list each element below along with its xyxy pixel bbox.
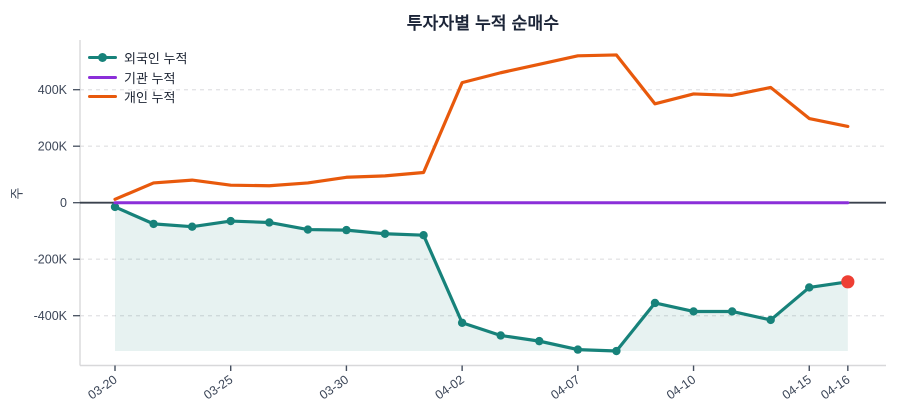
y-tick-label: -200K (34, 253, 68, 267)
x-tick-label: 03-20 (85, 372, 119, 402)
y-tick-label: 400K (38, 83, 68, 97)
foreign-point[interactable] (110, 202, 120, 212)
x-tick-label: 04-16 (818, 372, 852, 402)
foreign-point[interactable] (380, 229, 390, 238)
foreign-point[interactable] (187, 222, 197, 231)
foreign-line-swatch-icon (88, 49, 117, 66)
foreign-point[interactable] (265, 218, 274, 227)
foreign-point[interactable] (457, 318, 467, 327)
foreign-point[interactable] (689, 307, 698, 316)
foreign-area-fill (115, 206, 848, 352)
foreign-point[interactable] (303, 225, 313, 234)
legend-label-foreign: 외국인 누적 (124, 51, 188, 67)
foreign-point[interactable] (149, 219, 158, 229)
foreign-point[interactable] (612, 346, 621, 356)
x-tick-label: 04-10 (664, 372, 698, 402)
individual-line-swatch-icon (88, 88, 117, 105)
foreign-point[interactable] (727, 307, 737, 316)
y-tick-label: 200K (38, 140, 68, 154)
y-tick-label: -400K (34, 309, 68, 323)
y-tick-label: 0 (60, 196, 67, 210)
legend-item-foreign[interactable]: 외국인 누적 (88, 49, 187, 67)
legend-label-institution: 기관 누적 (124, 70, 176, 86)
foreign-point[interactable] (650, 298, 660, 308)
chart-title: 투자자별 누적 순매수 (406, 14, 560, 33)
foreign-point[interactable] (573, 345, 583, 354)
x-tick-label: 03-25 (201, 372, 235, 402)
foreign-point[interactable] (535, 336, 544, 346)
institution-line-swatch-icon (88, 69, 117, 86)
legend-item-individual[interactable]: 개인 누적 (88, 88, 187, 106)
x-tick-label: 04-15 (780, 372, 814, 402)
foreign-line (113, 205, 850, 353)
x-tick-label: 04-07 (548, 372, 582, 402)
legend: 외국인 누적 기관 누적 개인 누적 (88, 49, 187, 106)
legend-label-individual: 개인 누적 (124, 90, 176, 106)
x-tick-label: 03-30 (317, 372, 351, 402)
foreign-point[interactable] (496, 331, 505, 340)
x-tick-label: 04-02 (433, 372, 467, 402)
individual-line (113, 53, 850, 201)
legend-item-institution[interactable]: 기관 누적 (88, 69, 187, 87)
foreign-point[interactable] (805, 283, 814, 292)
foreign-point[interactable] (766, 315, 775, 325)
foreign-point[interactable] (226, 216, 235, 226)
foreign-point[interactable] (419, 230, 428, 240)
foreign-point[interactable] (342, 225, 351, 235)
foreign-last-point-highlight[interactable] (841, 275, 855, 289)
